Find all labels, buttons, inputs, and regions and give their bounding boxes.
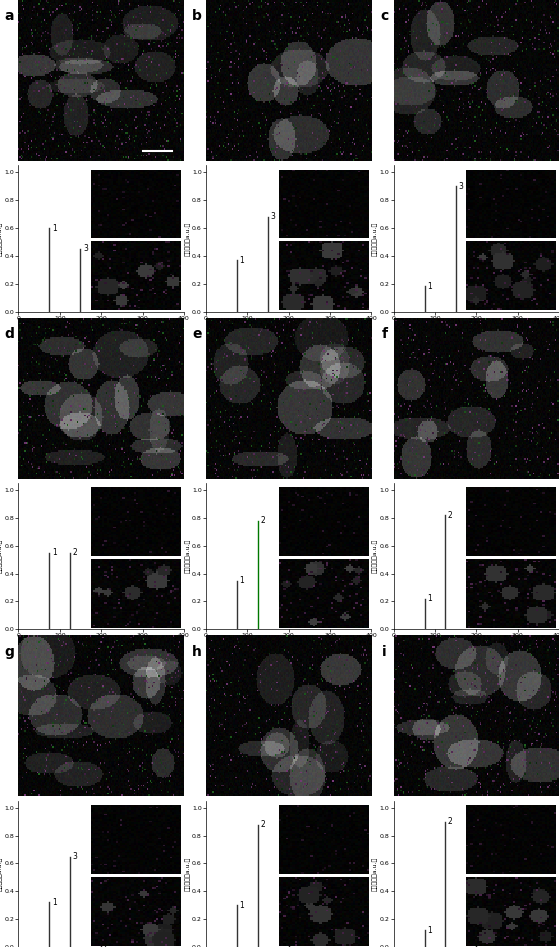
Text: 2: 2: [134, 867, 138, 872]
Text: 2: 2: [509, 620, 513, 626]
Y-axis label: 相对强度（a.u.）: 相对强度（a.u.）: [0, 222, 3, 256]
Text: c: c: [380, 9, 389, 24]
Text: 2: 2: [321, 867, 326, 872]
Text: d: d: [4, 327, 14, 341]
Text: 1: 1: [239, 576, 244, 585]
Y-axis label: 相对强度（a.u.）: 相对强度（a.u.）: [372, 857, 378, 891]
Text: 2: 2: [260, 820, 265, 829]
Text: f: f: [381, 327, 387, 341]
Text: e: e: [192, 327, 201, 341]
Text: 1: 1: [321, 231, 326, 237]
Text: 1: 1: [427, 926, 432, 935]
Text: b: b: [192, 9, 202, 24]
Text: i: i: [382, 645, 387, 659]
Text: 3: 3: [479, 903, 484, 913]
Y-axis label: 相对强度（a.u.）: 相对强度（a.u.）: [185, 222, 191, 256]
Text: 1: 1: [509, 548, 513, 555]
X-axis label: 荧光寿命（ns）: 荧光寿命（ns）: [84, 640, 118, 647]
Text: 3: 3: [73, 852, 78, 861]
Text: g: g: [4, 645, 14, 659]
Text: 3: 3: [271, 212, 276, 222]
Y-axis label: 相对强度（a.u.）: 相对强度（a.u.）: [0, 857, 3, 891]
Text: 2: 2: [73, 548, 77, 557]
Text: 1: 1: [52, 548, 56, 557]
Text: 2: 2: [134, 620, 138, 626]
X-axis label: 荧光寿命（ns）: 荧光寿命（ns）: [459, 322, 493, 329]
Text: 1: 1: [134, 231, 138, 237]
Text: 1: 1: [239, 256, 244, 264]
Y-axis label: 相对强度（a.u.）: 相对强度（a.u.）: [185, 857, 191, 891]
Text: 3: 3: [83, 244, 88, 254]
Text: 2: 2: [321, 620, 326, 626]
Text: 2: 2: [509, 867, 513, 872]
Text: 3: 3: [321, 303, 326, 309]
Text: 3: 3: [134, 938, 138, 944]
X-axis label: 荧光寿命（ns）: 荧光寿命（ns）: [459, 640, 493, 647]
Text: 1: 1: [52, 898, 56, 907]
Text: 1: 1: [239, 901, 244, 910]
Text: 3: 3: [509, 938, 513, 944]
Text: 1: 1: [52, 223, 56, 233]
Text: 3: 3: [509, 303, 513, 309]
Text: a: a: [4, 9, 14, 24]
Text: 1: 1: [509, 231, 513, 237]
Y-axis label: 相对强度（a.u.）: 相对强度（a.u.）: [372, 539, 378, 573]
Text: 3: 3: [134, 303, 138, 309]
Text: 1: 1: [427, 594, 432, 603]
X-axis label: 荧光寿命（ns）: 荧光寿命（ns）: [84, 322, 118, 329]
X-axis label: 荧光寿命（ns）: 荧光寿命（ns）: [272, 322, 306, 329]
Text: h: h: [192, 645, 202, 659]
Text: 2: 2: [448, 510, 452, 520]
Text: 2: 2: [260, 516, 265, 526]
Text: 2: 2: [103, 941, 108, 947]
Text: 3: 3: [291, 908, 296, 917]
Text: 3: 3: [321, 938, 326, 944]
Text: 1: 1: [427, 282, 432, 291]
Y-axis label: 相对强度（a.u.）: 相对强度（a.u.）: [372, 222, 378, 256]
X-axis label: 荧光寿命（ns）: 荧光寿命（ns）: [272, 640, 306, 647]
Y-axis label: 相对强度（a.u.）: 相对强度（a.u.）: [185, 539, 191, 573]
Y-axis label: 相对强度（a.u.）: 相对强度（a.u.）: [0, 539, 3, 573]
Text: 1: 1: [134, 548, 138, 555]
Text: 1: 1: [321, 548, 326, 555]
Text: 3: 3: [458, 182, 463, 190]
Text: 2: 2: [448, 817, 452, 826]
